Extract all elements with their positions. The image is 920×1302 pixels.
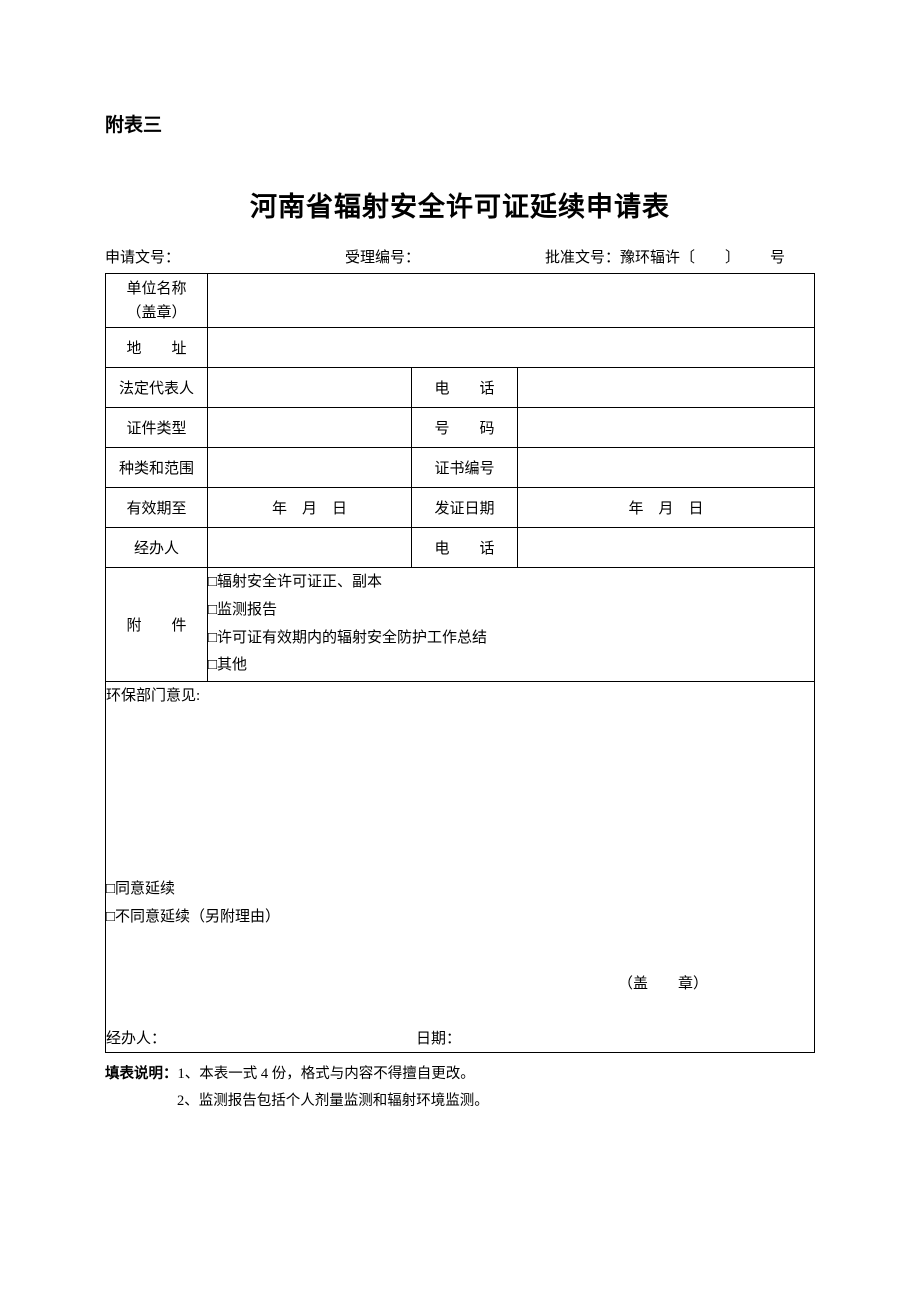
row-opinion: 环保部门意见: □同意延续 □不同意延续（另附理由） （盖 章） 经办人： 日期… xyxy=(106,682,815,1053)
opinion-cell: 环保部门意见: □同意延续 □不同意延续（另附理由） （盖 章） 经办人： 日期… xyxy=(106,682,815,1053)
row-unit-name: 单位名称 （盖章） xyxy=(106,274,815,328)
opinion-footer: 经办人： 日期： xyxy=(106,1027,814,1048)
opinion-block: 环保部门意见: □同意延续 □不同意延续（另附理由） （盖 章） 经办人： 日期… xyxy=(106,684,814,1052)
row-id-type: 证件类型 号 码 xyxy=(106,408,815,448)
label-address: 地 址 xyxy=(106,328,208,368)
field-handler-phone[interactable] xyxy=(518,528,815,568)
label-unit-name: 单位名称 （盖章） xyxy=(106,274,208,328)
notes: 填表说明：1、本表一式 4 份，格式与内容不得擅自更改。 2、监测报告包括个人剂… xyxy=(105,1061,815,1115)
page: 附表三 河南省辐射安全许可证延续申请表 申请文号： 受理编号： 批准文号：豫环辐… xyxy=(0,0,920,1302)
opinion-handler-label: 经办人： xyxy=(106,1027,416,1048)
row-attachments: 附 件 □辐射安全许可证正、副本 □监测报告 □许可证有效期内的辐射安全防护工作… xyxy=(106,568,815,682)
attach-item-2[interactable]: □监测报告 xyxy=(208,597,814,625)
label-phone: 电 话 xyxy=(412,368,518,408)
label-unit-name-line2: （盖章） xyxy=(126,305,186,321)
apply-no-label: 申请文号： xyxy=(105,246,345,267)
approval-no-value: 豫环辐许〔 〕 号 xyxy=(620,250,785,266)
attach-item-4[interactable]: □其他 xyxy=(208,652,814,680)
row-address: 地 址 xyxy=(106,328,815,368)
field-legal-rep[interactable] xyxy=(208,368,412,408)
notes-text-1: 1、本表一式 4 份，格式与内容不得擅自更改。 xyxy=(178,1066,475,1082)
field-phone[interactable] xyxy=(518,368,815,408)
accept-no-label: 受理编号： xyxy=(345,246,545,267)
field-cert-no[interactable] xyxy=(518,448,815,488)
label-legal-rep: 法定代表人 xyxy=(106,368,208,408)
label-id-num: 号 码 xyxy=(412,408,518,448)
row-handler: 经办人 电 话 xyxy=(106,528,815,568)
label-handler: 经办人 xyxy=(106,528,208,568)
opinion-heading: 环保部门意见: xyxy=(106,684,814,705)
label-unit-name-line1: 单位名称 xyxy=(126,281,186,297)
notes-line-1: 填表说明：1、本表一式 4 份，格式与内容不得擅自更改。 xyxy=(105,1061,815,1088)
attach-item-1[interactable]: □辐射安全许可证正、副本 xyxy=(208,569,814,597)
notes-label: 填表说明： xyxy=(105,1066,178,1082)
field-issue-date[interactable]: 年 月 日 xyxy=(518,488,815,528)
approval-no-label: 批准文号： xyxy=(545,250,620,266)
opinion-checks: □同意延续 □不同意延续（另附理由） xyxy=(106,876,280,932)
label-issue-date: 发证日期 xyxy=(412,488,518,528)
opinion-agree[interactable]: □同意延续 xyxy=(106,876,280,904)
field-address[interactable] xyxy=(208,328,815,368)
attach-item-3[interactable]: □许可证有效期内的辐射安全防护工作总结 xyxy=(208,625,814,653)
appendix-label: 附表三 xyxy=(105,110,815,137)
opinion-seal: （盖 章） xyxy=(618,972,708,993)
label-valid-until: 有效期至 xyxy=(106,488,208,528)
main-form-table: 单位名称 （盖章） 地 址 法定代表人 电 话 证件类型 号 码 种类和范围 证… xyxy=(105,273,815,1053)
row-scope: 种类和范围 证书编号 xyxy=(106,448,815,488)
row-valid-until: 有效期至 年 月 日 发证日期 年 月 日 xyxy=(106,488,815,528)
field-id-num[interactable] xyxy=(518,408,815,448)
label-handler-phone: 电 话 xyxy=(412,528,518,568)
field-unit-name[interactable] xyxy=(208,274,815,328)
field-scope[interactable] xyxy=(208,448,412,488)
label-cert-no: 证书编号 xyxy=(412,448,518,488)
label-attachments: 附 件 xyxy=(106,568,208,682)
meta-row: 申请文号： 受理编号： 批准文号：豫环辐许〔 〕 号 xyxy=(105,246,815,267)
approval-no: 批准文号：豫环辐许〔 〕 号 xyxy=(545,246,815,267)
form-title: 河南省辐射安全许可证延续申请表 xyxy=(105,185,815,224)
label-scope: 种类和范围 xyxy=(106,448,208,488)
field-handler[interactable] xyxy=(208,528,412,568)
notes-line-2: 2、监测报告包括个人剂量监测和辐射环境监测。 xyxy=(105,1088,815,1115)
row-legal-rep: 法定代表人 电 话 xyxy=(106,368,815,408)
opinion-date-label: 日期： xyxy=(416,1027,461,1048)
field-attachments: □辐射安全许可证正、副本 □监测报告 □许可证有效期内的辐射安全防护工作总结 □… xyxy=(208,568,815,682)
opinion-disagree[interactable]: □不同意延续（另附理由） xyxy=(106,904,280,932)
label-id-type: 证件类型 xyxy=(106,408,208,448)
field-valid-until[interactable]: 年 月 日 xyxy=(208,488,412,528)
field-id-type[interactable] xyxy=(208,408,412,448)
